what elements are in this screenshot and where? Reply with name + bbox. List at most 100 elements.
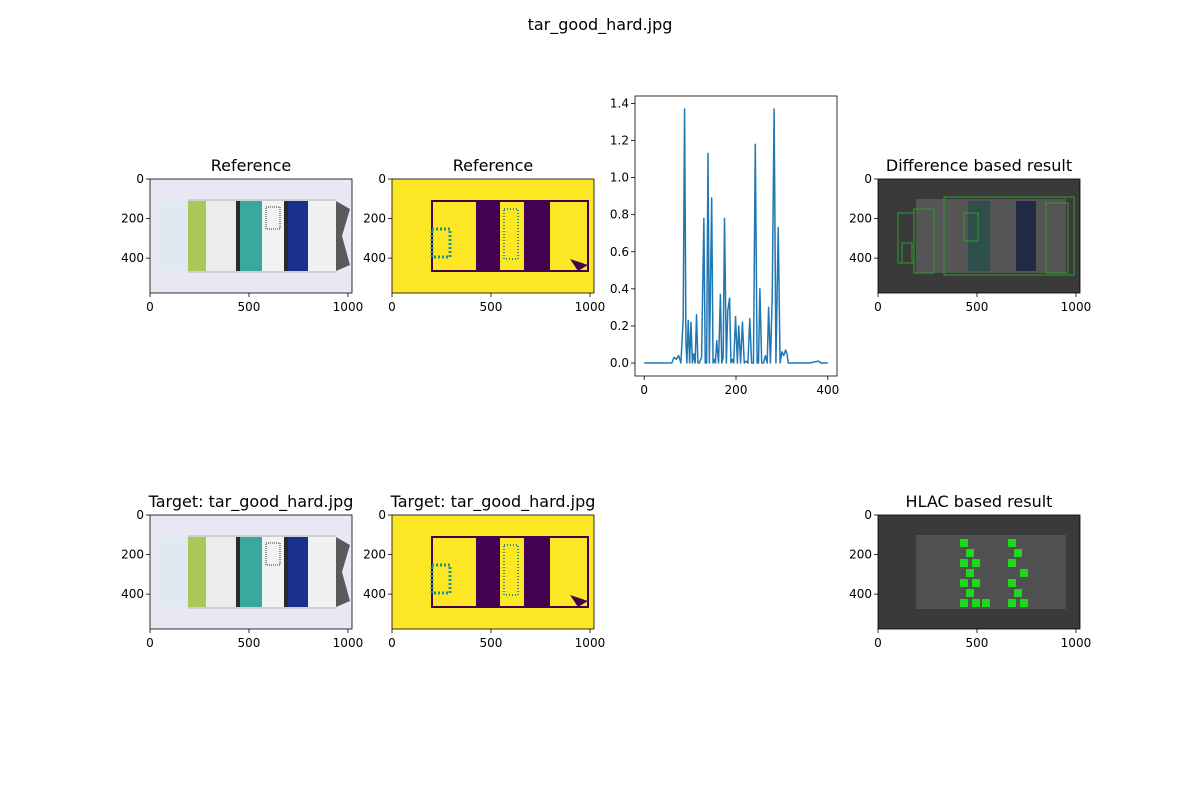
y-tick-label: 200	[121, 548, 144, 562]
panel-tgt-photo: Target: tar_good_hard.jpg 0 500 1000 0 200 400	[121, 492, 363, 650]
axes-frame	[391, 178, 595, 294]
axes-frame	[149, 514, 353, 630]
x-tick-label: 1000	[1061, 636, 1092, 650]
package-stripe	[188, 201, 206, 271]
hlac-anomaly-cell	[1008, 559, 1016, 567]
difference-box	[963, 212, 979, 242]
hlac-anomaly-cell	[960, 579, 968, 587]
x-tick-label: 0	[388, 636, 396, 650]
hlac-anomaly-cell	[1014, 549, 1022, 557]
package-stripe	[262, 537, 284, 607]
y-tick-label: 200	[363, 548, 386, 562]
binary-end-cap	[570, 259, 588, 271]
barcode	[265, 542, 281, 566]
x-tick-label: 0	[388, 300, 396, 314]
y-tick-label: 400	[121, 251, 144, 265]
y-tick-label: 400	[849, 587, 872, 601]
panel-title: Target: tar_good_hard.jpg	[390, 492, 596, 512]
package-stripe	[206, 201, 236, 271]
chart-x-tick-label: 400	[816, 383, 839, 397]
package-stripe	[284, 537, 288, 607]
x-tick-label: 500	[480, 636, 503, 650]
hlac-anomaly-cell	[982, 599, 990, 607]
y-tick-label: 400	[849, 251, 872, 265]
x-tick-label: 0	[874, 636, 882, 650]
y-tick-label: 0	[864, 508, 872, 522]
y-tick-label: 200	[849, 212, 872, 226]
panels-layer: Reference 0 500 1000 0 200 400 Reference 0 500 100…	[121, 156, 1091, 650]
package-stripe	[262, 201, 284, 271]
x-tick-label: 0	[146, 636, 154, 650]
panel-title: Reference	[453, 156, 534, 175]
panel-tgt-binary: Target: tar_good_hard.jpg 0 500 1000 0 200 400	[363, 492, 605, 650]
binary-dark-stripe	[524, 537, 550, 607]
x-tick-label: 500	[966, 636, 989, 650]
chart-y-tick-label: 1.0	[610, 171, 629, 185]
hlac-anomaly-cell	[960, 559, 968, 567]
hlac-anomaly-cell	[972, 559, 980, 567]
hlac-anomaly-cell	[1008, 539, 1016, 547]
hlac-anomaly-cell	[1008, 599, 1016, 607]
package-stripe	[236, 201, 240, 271]
figure-suptitle: tar_good_hard.jpg	[528, 15, 673, 35]
y-tick-label: 400	[121, 587, 144, 601]
chart-x-tick-label: 200	[725, 383, 748, 397]
series-line	[644, 108, 828, 364]
hlac-anomaly-cell	[972, 599, 980, 607]
hlac-anomaly-cell	[1020, 599, 1028, 607]
y-tick-label: 0	[378, 508, 386, 522]
y-tick-label: 200	[849, 548, 872, 562]
hlac-anomaly-cell	[960, 599, 968, 607]
binary-dark-stripe	[476, 201, 500, 271]
x-tick-label: 1000	[575, 636, 606, 650]
package-stripe-dim	[1016, 201, 1036, 271]
package-stripe	[236, 537, 240, 607]
axes-frame	[877, 514, 1081, 630]
chart-y-tick-label: 0.4	[610, 282, 629, 296]
package-stripe-dim	[968, 201, 990, 271]
package-body-dim	[916, 535, 1066, 609]
difference-box	[901, 242, 913, 264]
y-tick-label: 0	[136, 172, 144, 186]
x-tick-label: 1000	[333, 300, 364, 314]
x-tick-label: 500	[238, 300, 261, 314]
axes-frame	[877, 178, 1081, 294]
hlac-anomaly-cell	[1014, 589, 1022, 597]
package-stripe	[308, 537, 336, 607]
chart-y-tick-label: 0.0	[610, 356, 629, 370]
hlac-anomaly-cell	[966, 589, 974, 597]
package-body-dim	[916, 199, 1066, 273]
panel-ref-binary: Reference 0 500 1000 0 200 400	[363, 156, 605, 314]
package-stripe	[288, 201, 308, 271]
chart-y-tick-label: 1.2	[610, 134, 629, 148]
hlac-anomaly-cell	[972, 579, 980, 587]
panel-title: HLAC based result	[906, 492, 1053, 511]
y-tick-label: 400	[363, 251, 386, 265]
binary-dark-stripe	[476, 537, 500, 607]
axes-frame	[149, 178, 353, 294]
y-tick-label: 0	[864, 172, 872, 186]
x-tick-label: 500	[238, 636, 261, 650]
x-tick-label: 1000	[1061, 300, 1092, 314]
package-stripe	[240, 537, 262, 607]
binary-edge-noise	[503, 208, 519, 260]
binary-edge-noise	[503, 544, 519, 596]
package-stripe	[308, 201, 336, 271]
package-stripe	[288, 537, 308, 607]
y-tick-label: 200	[363, 212, 386, 226]
binary-edge-noise	[430, 227, 452, 259]
package-stripe	[284, 201, 288, 271]
y-tick-label: 0	[136, 508, 144, 522]
x-tick-label: 500	[480, 300, 503, 314]
line-chart: 0 200 400 0.0 0.2 0.4 0.6 0.8 1.0 1.2 1.4	[610, 95, 839, 397]
axes-frame	[391, 514, 595, 630]
package-end-cap	[336, 201, 350, 271]
chart-x-tick-label: 0	[640, 383, 648, 397]
package-stripe	[188, 537, 206, 607]
hlac-anomaly-cell	[1020, 569, 1028, 577]
difference-box	[1045, 202, 1069, 274]
x-tick-label: 1000	[575, 300, 606, 314]
difference-box	[943, 196, 1075, 276]
panel-title: Target: tar_good_hard.jpg	[148, 492, 354, 512]
